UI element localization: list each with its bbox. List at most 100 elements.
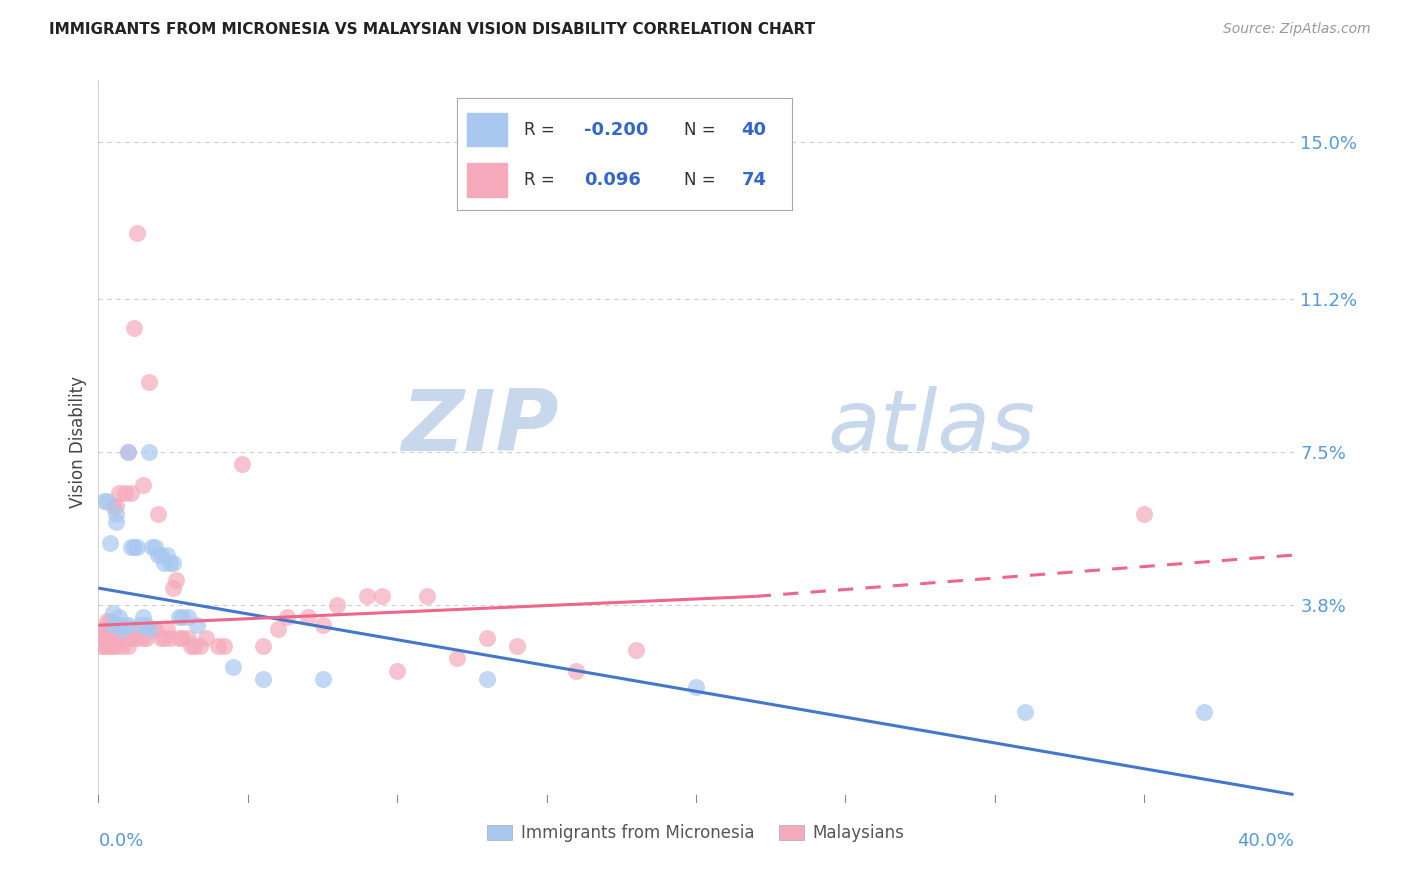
Point xyxy=(124,631,146,645)
Point xyxy=(371,590,394,604)
Point xyxy=(626,643,648,657)
Point xyxy=(1014,705,1036,719)
Point xyxy=(143,623,166,637)
Point xyxy=(143,540,166,554)
Point xyxy=(105,631,128,645)
Legend: Immigrants from Micronesia, Malaysians: Immigrants from Micronesia, Malaysians xyxy=(481,817,911,848)
Point xyxy=(231,457,253,471)
Point xyxy=(150,631,173,645)
Point xyxy=(117,618,139,632)
Point xyxy=(685,680,707,694)
Point xyxy=(98,631,122,645)
Point xyxy=(98,535,122,549)
Point xyxy=(311,672,333,686)
Point xyxy=(103,606,125,620)
Point xyxy=(108,631,131,645)
Text: Source: ZipAtlas.com: Source: ZipAtlas.com xyxy=(1223,22,1371,37)
Point xyxy=(177,610,200,624)
Point xyxy=(90,639,112,653)
Point xyxy=(506,639,529,653)
Point xyxy=(159,631,181,645)
Point xyxy=(156,623,179,637)
Point xyxy=(93,494,115,508)
Point xyxy=(114,631,136,645)
Point xyxy=(356,590,378,604)
Point xyxy=(96,623,118,637)
Point xyxy=(276,610,298,624)
Text: IMMIGRANTS FROM MICRONESIA VS MALAYSIAN VISION DISABILITY CORRELATION CHART: IMMIGRANTS FROM MICRONESIA VS MALAYSIAN … xyxy=(49,22,815,37)
Point xyxy=(103,499,125,513)
Point xyxy=(120,486,142,500)
Point xyxy=(1133,507,1156,521)
Point xyxy=(111,623,134,637)
Point xyxy=(252,639,274,653)
Point xyxy=(135,618,157,632)
Point xyxy=(141,540,163,554)
Point xyxy=(446,651,468,665)
Point xyxy=(148,507,170,521)
Point xyxy=(127,540,149,554)
Point xyxy=(120,631,142,645)
Point xyxy=(475,631,498,645)
Point xyxy=(150,548,173,562)
Point xyxy=(326,598,349,612)
Point xyxy=(111,639,134,653)
Point xyxy=(108,610,131,624)
Point xyxy=(114,618,136,632)
Point xyxy=(153,557,176,571)
Point xyxy=(129,618,152,632)
Point xyxy=(297,610,319,624)
Point xyxy=(93,631,115,645)
Point xyxy=(172,631,194,645)
Point xyxy=(98,623,122,637)
Point xyxy=(96,614,118,628)
Text: 40.0%: 40.0% xyxy=(1237,831,1294,850)
Point xyxy=(105,507,128,521)
Point xyxy=(105,499,128,513)
Point xyxy=(98,614,122,628)
Point xyxy=(177,631,200,645)
Point xyxy=(162,581,184,595)
Point xyxy=(127,226,149,240)
Point xyxy=(167,631,190,645)
Point xyxy=(96,494,118,508)
Point xyxy=(148,548,170,562)
Point xyxy=(124,540,146,554)
Point xyxy=(96,631,118,645)
Point xyxy=(153,631,176,645)
Point xyxy=(103,631,125,645)
Point xyxy=(159,557,181,571)
Point xyxy=(167,610,190,624)
Point xyxy=(172,610,194,624)
Point xyxy=(103,618,125,632)
Point xyxy=(90,631,112,645)
Point xyxy=(212,639,235,653)
Point xyxy=(138,445,160,459)
Point xyxy=(267,623,290,637)
Point xyxy=(132,478,155,492)
Point xyxy=(416,590,439,604)
Point xyxy=(117,445,139,459)
Point xyxy=(114,486,136,500)
Point xyxy=(138,375,160,389)
Point xyxy=(311,618,333,632)
Point xyxy=(111,623,134,637)
Point xyxy=(385,664,409,678)
Point xyxy=(1192,705,1215,719)
Point xyxy=(132,631,155,645)
Point xyxy=(183,639,205,653)
Point xyxy=(135,631,157,645)
Text: ZIP: ZIP xyxy=(401,385,558,468)
Point xyxy=(207,639,229,653)
Point xyxy=(186,618,208,632)
Point xyxy=(103,623,125,637)
Point xyxy=(475,672,498,686)
Point xyxy=(93,639,115,653)
Point xyxy=(96,639,118,653)
Point xyxy=(98,639,122,653)
Y-axis label: Vision Disability: Vision Disability xyxy=(69,376,87,508)
Point xyxy=(188,639,211,653)
Point xyxy=(105,515,128,529)
Text: atlas: atlas xyxy=(827,385,1035,468)
Point xyxy=(141,623,163,637)
